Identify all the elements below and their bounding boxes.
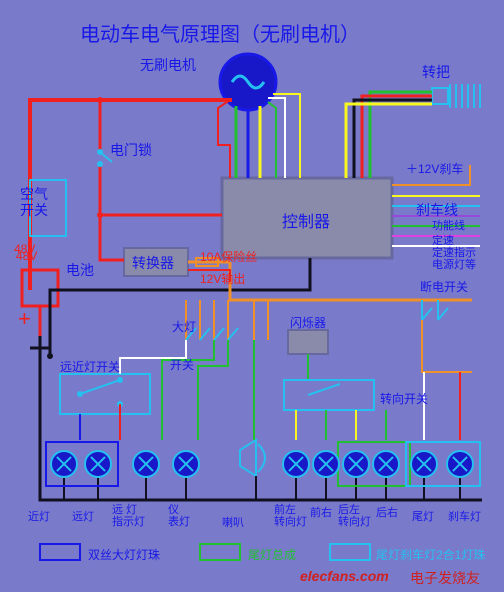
big-light-label: 大灯 [172, 318, 196, 335]
lamp-fl [282, 450, 310, 478]
diagram-canvas: 电动车电气原理图（无刷电机） [0, 0, 504, 592]
footer-site: elecfans.com [300, 568, 389, 584]
air-switch-label: 空气 开关 [20, 186, 48, 218]
turn-switch-label: 转向开关 [380, 390, 428, 407]
flasher-label: 闪烁器 [290, 314, 326, 331]
power-cut-label: 断电开关 [420, 278, 468, 295]
lock-label: 电门锁 [110, 140, 152, 160]
lamp-tail [410, 450, 438, 478]
lamp-rr [372, 450, 400, 478]
footer-site-text: elecfans.com [300, 568, 389, 584]
lbl-fr: 前右 [310, 504, 332, 520]
lbl-brake-lamp: 刹车灯 [448, 508, 481, 524]
voltage-label: 48V [14, 242, 35, 256]
lbl-near: 近灯 [28, 508, 50, 524]
wiring-layer: 48V + [0, 0, 504, 592]
sideline-0: 功能线 [432, 220, 465, 232]
lbl-panel: 仪 表灯 [168, 504, 190, 528]
converter-label: 转换器 [132, 253, 174, 273]
v12out-label: 12V输出 [200, 270, 245, 287]
lamp-fr [312, 450, 340, 478]
diagram-title: 电动车电气原理图（无刷电机） [80, 18, 360, 47]
legend-tail: 尾灯总成 [248, 546, 296, 563]
lbl-rr: 后右 [376, 504, 398, 520]
legend-dual: 双丝大灯灯珠 [88, 546, 160, 563]
sideline-3: 电源灯等 [432, 256, 476, 272]
svg-text:+: + [18, 306, 31, 331]
lamp-rl [342, 450, 370, 478]
headlight-switch-label: 开关 [170, 356, 194, 373]
battery-label: 电池 [66, 260, 94, 280]
lamp-near [50, 450, 78, 478]
brake12v-label: ＋12V刹车 [406, 160, 463, 177]
lbl-tail: 尾灯 [412, 508, 434, 524]
motor-label: 无刷电机 [140, 55, 196, 75]
lamp-far-ind [132, 450, 160, 478]
lbl-horn: 喇叭 [222, 514, 244, 530]
footer-sub: 电子发烧友 [410, 568, 480, 588]
controller-label: 控制器 [282, 208, 330, 232]
lamp-far [84, 450, 112, 478]
lbl-rl: 后左 转向灯 [338, 504, 371, 528]
brake-line-label: 刹车线 [416, 200, 458, 220]
fuse-label: 10A保险丝 [200, 248, 257, 265]
lbl-far: 远灯 [72, 508, 94, 524]
lbl-fl: 前左 转向灯 [274, 504, 307, 528]
throttle-label: 转把 [422, 62, 450, 82]
lamp-brake [446, 450, 474, 478]
lamp-panel [172, 450, 200, 478]
highlow-switch-label: 远近灯开关 [60, 358, 120, 375]
legend-combo: 尾灯刹车灯2合1灯珠 [376, 546, 485, 563]
lbl-far-ind: 远 灯 指示灯 [112, 504, 145, 528]
